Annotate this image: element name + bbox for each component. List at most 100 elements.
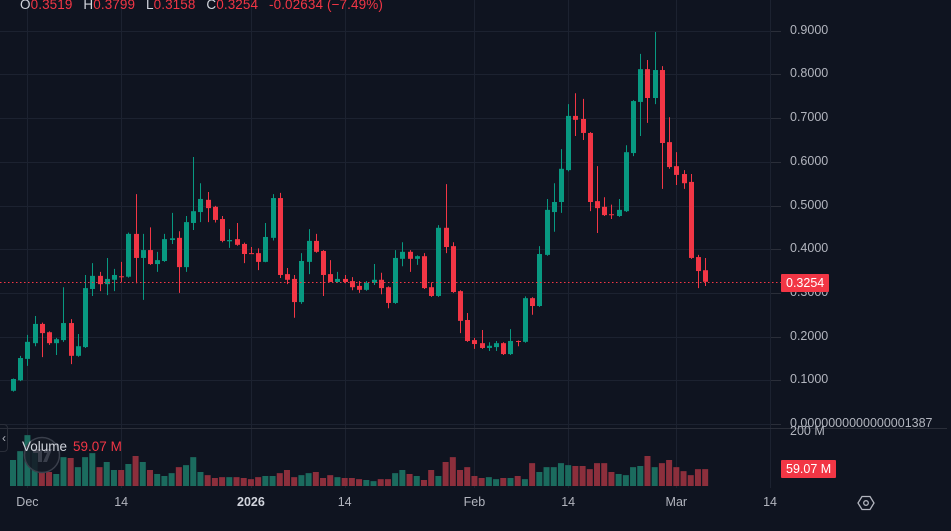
candle-body <box>617 209 622 216</box>
candle-body <box>40 323 45 334</box>
candle-body <box>98 275 103 285</box>
candle-body <box>271 198 276 238</box>
volume-bar <box>644 456 651 486</box>
candle <box>47 331 52 345</box>
candle <box>638 53 643 137</box>
candle <box>227 229 232 248</box>
volume-bar <box>615 474 622 486</box>
candle <box>170 212 175 244</box>
volume-bar <box>298 475 305 486</box>
candle-body <box>645 69 650 98</box>
candle <box>703 257 708 286</box>
candle <box>545 198 550 256</box>
price-tick-label: 0.4000 <box>790 241 829 256</box>
volume-bar <box>637 466 644 486</box>
volume-bar <box>283 470 290 486</box>
candle-body <box>61 323 66 341</box>
candle-body <box>18 358 23 381</box>
volume-bar <box>363 480 370 486</box>
candle-body <box>314 240 319 252</box>
volume-bar <box>291 477 298 486</box>
candle <box>343 274 348 284</box>
candle <box>33 316 38 347</box>
candle-body <box>465 319 470 341</box>
candle <box>530 297 535 315</box>
close-label: C <box>206 0 217 12</box>
candle <box>206 191 211 223</box>
candle-body <box>278 198 283 275</box>
candle-body <box>458 291 463 321</box>
candle <box>119 261 124 282</box>
volume-legend: Volume 59.07 M <box>22 439 122 454</box>
candle <box>494 340 499 352</box>
volume-bar <box>255 477 262 486</box>
candle <box>285 267 290 285</box>
volume-bar <box>118 470 125 486</box>
candle <box>350 277 355 291</box>
volume-bar <box>435 476 442 486</box>
volume-bar <box>529 463 536 486</box>
price-axis[interactable]: 0.90000.80000.70000.60000.50000.40000.30… <box>771 0 951 490</box>
candle <box>299 253 304 304</box>
candle-body <box>141 250 146 258</box>
candle-body <box>11 378 16 391</box>
volume-bar <box>334 477 341 486</box>
volume-bar <box>46 472 53 486</box>
candle-body <box>689 181 694 258</box>
volume-bar <box>226 477 233 486</box>
candle <box>573 93 578 137</box>
candle <box>472 337 477 349</box>
volume-bar <box>565 465 572 486</box>
candle-body <box>249 253 254 255</box>
volume-bar <box>586 469 593 486</box>
candle-body <box>501 343 506 355</box>
volume-bar <box>348 478 355 486</box>
candle <box>566 104 571 172</box>
candle <box>11 378 16 392</box>
candle-body <box>609 214 614 216</box>
volume-bar <box>305 473 312 486</box>
candle-body <box>537 254 542 307</box>
candle <box>335 271 340 283</box>
last-volume-label: 59.07 M <box>781 460 837 478</box>
candle <box>660 66 665 189</box>
candle-body <box>508 340 513 355</box>
candle <box>609 204 614 220</box>
candle <box>674 152 679 185</box>
candle-body <box>307 240 312 262</box>
candle <box>624 145 629 213</box>
time-axis[interactable]: Dec 14 2026 14 Feb 14 Mar 14 <box>0 490 951 531</box>
candle-body <box>552 202 557 213</box>
tradingview-logo-icon <box>23 436 61 474</box>
candle-body <box>299 260 304 303</box>
candle-body <box>155 260 160 265</box>
volume-bar <box>457 470 464 486</box>
candle <box>18 355 23 382</box>
candle <box>162 233 167 262</box>
candle <box>689 174 694 259</box>
candle-body <box>696 257 701 272</box>
candle <box>155 251 160 272</box>
volume-bar <box>449 457 456 486</box>
volume-bar <box>327 475 334 486</box>
volume-bar <box>536 472 543 486</box>
candle <box>98 271 103 292</box>
volume-bar <box>89 453 96 486</box>
gear-hexagon-icon[interactable] <box>857 494 875 512</box>
volume-bar <box>53 474 60 486</box>
candle-body <box>227 240 232 242</box>
candle <box>501 342 506 355</box>
candle <box>487 342 492 352</box>
candle <box>408 250 413 272</box>
volume-bar <box>356 479 363 486</box>
candle <box>105 257 110 296</box>
candle-body <box>256 253 261 262</box>
volume-bar <box>211 478 218 486</box>
change-percent: (−7.49%) <box>326 0 383 12</box>
volume-bar <box>464 467 471 486</box>
time-tick-label: 14 <box>561 495 576 509</box>
collapse-panel-button[interactable]: ‹ <box>0 424 8 452</box>
candle-body <box>285 274 290 280</box>
open-label: O <box>20 0 31 12</box>
